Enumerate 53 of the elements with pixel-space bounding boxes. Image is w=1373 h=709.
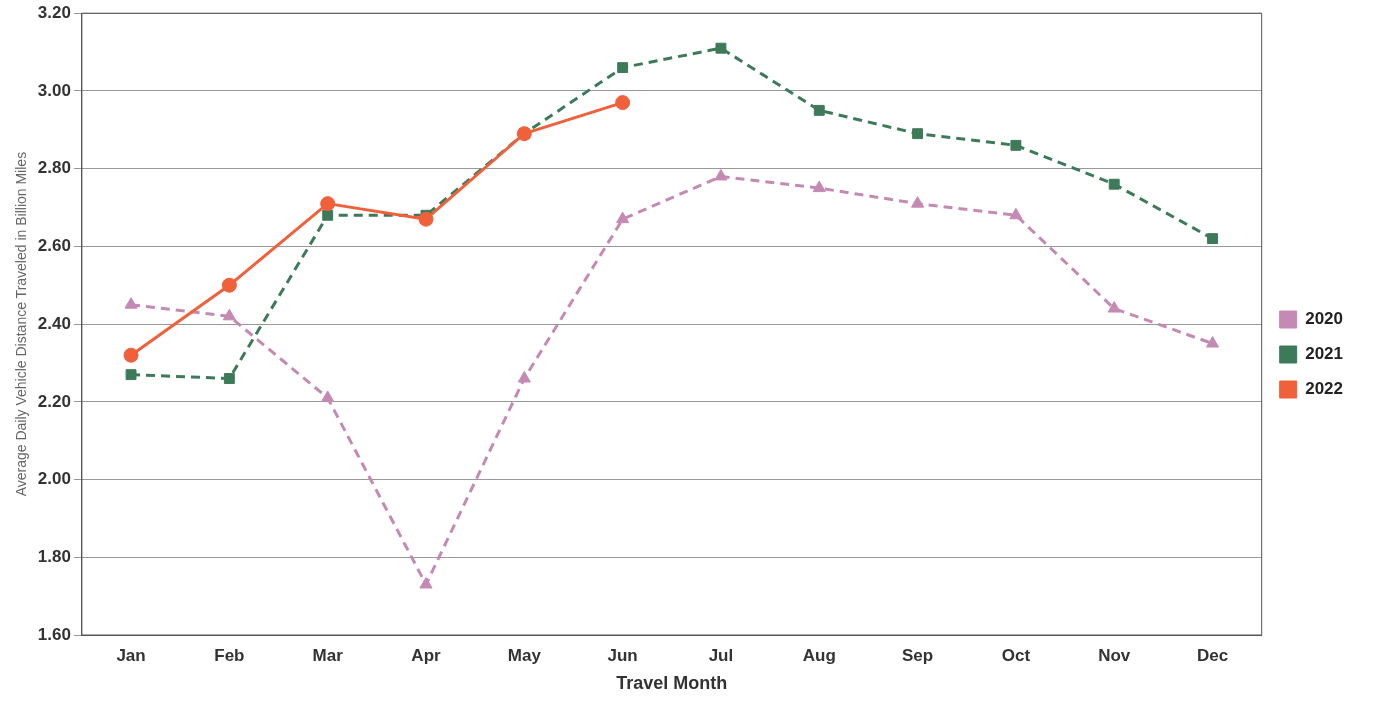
- point: [321, 390, 335, 402]
- point: [221, 277, 237, 293]
- legend-label: 2021: [1305, 344, 1344, 364]
- legend-label: 2020: [1305, 309, 1344, 329]
- x-tick-label: Sep: [901, 645, 934, 665]
- x-tick-label: Jul: [708, 645, 734, 665]
- x-tick-label: Apr: [411, 645, 442, 665]
- y-tick-label: 2.00: [37, 469, 71, 489]
- point: [911, 196, 925, 208]
- x-tick-label: Jun: [607, 645, 638, 665]
- point: [617, 62, 629, 74]
- y-axis-title: Average Daily Vehicle Distance Traveled in Billion Miles: [13, 151, 30, 497]
- y-tick-label: 2.40: [37, 313, 71, 333]
- point: [322, 209, 334, 221]
- point: [615, 95, 631, 111]
- point: [419, 576, 433, 589]
- y-tick-label: 2.20: [37, 391, 71, 411]
- point: [715, 42, 727, 54]
- point: [813, 104, 825, 116]
- point: [714, 168, 728, 181]
- point: [1010, 139, 1022, 151]
- x-tick-label: May: [507, 645, 542, 665]
- point: [1207, 233, 1218, 245]
- x-tick-label: Jan: [116, 645, 146, 665]
- point: [517, 371, 531, 383]
- point: [912, 128, 924, 140]
- legend-label: 2022: [1305, 379, 1344, 399]
- point: [616, 211, 630, 224]
- x-tick-label: Mar: [312, 645, 344, 665]
- point: [1205, 336, 1220, 348]
- y-tick-label: 1.60: [37, 624, 71, 644]
- y-tick-label: 3.20: [37, 2, 71, 22]
- x-tick-label: Dec: [1196, 645, 1229, 665]
- point: [320, 196, 336, 212]
- y-tick-label: 1.80: [37, 546, 71, 566]
- y-tick-label: 2.60: [37, 236, 71, 256]
- point: [125, 369, 137, 381]
- point: [124, 297, 138, 309]
- point: [223, 373, 235, 384]
- x-tick-label: Nov: [1098, 645, 1131, 665]
- point: [123, 347, 139, 363]
- x-tick-label: Oct: [1001, 645, 1031, 665]
- y-tick-label: 3.00: [37, 80, 71, 100]
- y-tick-label: 2.80: [37, 158, 71, 178]
- point: [812, 180, 826, 193]
- point: [1108, 178, 1120, 190]
- point: [1009, 207, 1023, 220]
- point: [1107, 301, 1121, 313]
- x-tick-label: Aug: [802, 645, 836, 665]
- x-tick-label: Feb: [214, 645, 245, 665]
- point: [222, 308, 236, 321]
- x-axis-title: Travel Month: [616, 673, 728, 694]
- point: [418, 211, 434, 227]
